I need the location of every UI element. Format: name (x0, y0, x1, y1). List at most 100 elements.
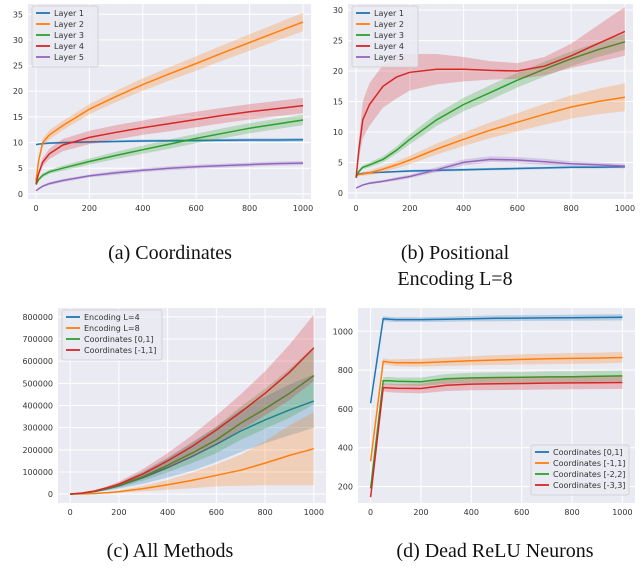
y-tick-label: 500000 (22, 379, 53, 388)
x-tick-label: 600 (209, 508, 224, 517)
legend-label: Layer 3 (54, 31, 84, 40)
y-tick-label: 5 (338, 158, 343, 167)
chart-a-svg: 0 5 10 15 20 25 30 35 0 200 400 600 800 1000 Layer 1 La… (13, 4, 313, 213)
y-tick-label: 0 (48, 490, 53, 499)
series-line-3 (355, 41, 626, 179)
x-tick-label: 600 (189, 204, 204, 213)
chart-panel-b: 0 5 10 15 20 25 30 0 200 400 600 800 1000 Layer 1 Laye… (322, 0, 638, 225)
chart-panel-d: 200 400 600 800 1000 0 200 400 600 800 1000 Coordin… (322, 300, 638, 530)
x-tick-label: 1000 (304, 508, 324, 517)
caption-d: (d) Dead ReLU Neurons (396, 540, 594, 562)
y-tick-label: 20 (13, 87, 23, 96)
y-tick-label: 700000 (22, 335, 53, 344)
x-tick-label: 0 (368, 508, 373, 517)
y-tick-label: 25 (13, 62, 23, 71)
y-tick-label: 15 (13, 113, 23, 122)
chart-b-svg: 0 5 10 15 20 25 30 0 200 400 600 800 1000 Layer 1 Laye… (333, 4, 635, 213)
legend-label: Coordinates [-1,1] (553, 459, 625, 468)
y-tick-label: 800 (338, 366, 353, 375)
series-line-4 (369, 381, 623, 498)
series-band-5 (356, 156, 625, 189)
series-line-1 (35, 138, 304, 146)
legend-label: Layer 1 (54, 9, 84, 18)
x-tick-label: 400 (464, 508, 479, 517)
series-band-3 (370, 370, 623, 490)
y-tick-label: 25 (333, 37, 343, 46)
legend-label: Layer 4 (54, 42, 84, 51)
x-tick-label: 200 (402, 204, 417, 213)
series-line-5 (35, 162, 304, 192)
legend-label: Layer 4 (374, 42, 404, 51)
y-tick-label: 600000 (22, 357, 53, 366)
legend-label: Layer 3 (374, 31, 404, 40)
legend-label: Layer 2 (374, 20, 404, 29)
series-line-4 (355, 30, 626, 178)
x-tick-label: 0 (33, 204, 38, 213)
series-band-3 (70, 346, 314, 495)
x-tick-label: 1000 (293, 204, 313, 213)
y-tick-label: 600 (338, 405, 353, 414)
series-band-2 (36, 12, 303, 183)
y-tick-label: 0 (18, 190, 23, 199)
legend-label: Layer 5 (54, 53, 84, 62)
series-line-2 (369, 356, 623, 462)
y-tick-label: 200000 (22, 446, 53, 455)
x-tick-label: 1000 (612, 508, 632, 517)
y-tick-label: 30 (13, 36, 23, 45)
series-line-1 (369, 316, 623, 404)
x-tick-label: 1000 (615, 204, 635, 213)
chart-panel-a: 0 5 10 15 20 25 30 35 0 200 400 600 800 1000 Layer 1 La… (0, 0, 316, 225)
legend-label: Coordinates [0,1] (84, 335, 154, 344)
x-tick-label: 600 (514, 508, 529, 517)
caption-c: (c) All Methods (106, 540, 234, 562)
chart-panel-c: 0 100000 200000 300000 400000 500000 600000 700… (0, 300, 330, 530)
legend-box (530, 444, 630, 496)
legend-label: Coordinates [0,1] (553, 448, 623, 457)
series-line-3 (369, 375, 623, 489)
y-tick-label: 5 (18, 164, 23, 173)
y-tick-label: 400000 (22, 402, 53, 411)
legend-label: Encoding L=8 (84, 324, 140, 333)
y-tick-label: 10 (13, 139, 23, 148)
y-tick-label: 200 (338, 483, 353, 492)
x-tick-label: 0 (354, 204, 359, 213)
series-band-1 (70, 374, 314, 495)
legend-label: Layer 2 (54, 20, 84, 29)
legend-label: Coordinates [-3,3] (553, 481, 625, 490)
chart-c-svg: 0 100000 200000 300000 400000 500000 600000 700… (22, 308, 326, 517)
series-line-2 (35, 21, 304, 182)
legend-label: Layer 1 (374, 9, 404, 18)
x-tick-label: 400 (160, 508, 175, 517)
legend-box (31, 5, 99, 68)
series-line-4 (35, 104, 304, 184)
y-tick-label: 800000 (22, 313, 53, 322)
x-tick-label: 400 (456, 204, 471, 213)
series-band-4 (70, 314, 314, 495)
series-band-3 (356, 33, 625, 179)
legend-label: Encoding L=4 (84, 313, 140, 322)
series-line-3 (35, 119, 304, 185)
caption-a: (a) Coordinates (108, 242, 232, 264)
y-tick-label: 400 (338, 444, 353, 453)
legend-box (61, 309, 163, 361)
series-line-2 (70, 447, 314, 495)
x-tick-label: 400 (135, 204, 150, 213)
y-tick-label: 0 (338, 189, 343, 198)
y-tick-label: 30 (333, 6, 343, 15)
x-tick-label: 800 (564, 508, 579, 517)
series-band-2 (70, 412, 314, 495)
legend-label: Layer 5 (374, 53, 404, 62)
x-tick-label: 0 (68, 508, 73, 517)
legend-label: Coordinates [-1,1] (84, 346, 156, 355)
x-tick-label: 600 (510, 204, 525, 213)
x-tick-label: 200 (82, 204, 97, 213)
x-tick-label: 800 (242, 204, 257, 213)
series-line-5 (355, 158, 625, 189)
y-tick-label: 100000 (22, 468, 53, 477)
series-line-4 (70, 347, 315, 495)
y-tick-label: 15 (333, 98, 343, 107)
caption-b: (b) Positional Encoding L=8 (397, 242, 513, 290)
x-tick-label: 800 (564, 204, 579, 213)
y-tick-label: 1000 (333, 327, 353, 336)
x-tick-label: 200 (111, 508, 126, 517)
